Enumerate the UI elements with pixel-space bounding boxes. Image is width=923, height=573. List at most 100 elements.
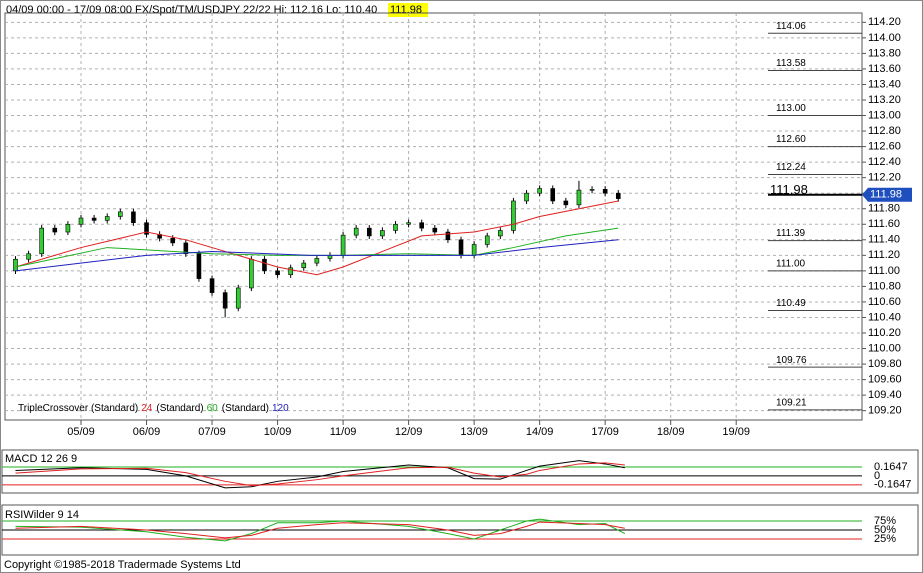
y-tick-label: 112.60 xyxy=(868,141,901,153)
y-tick-label: 110.20 xyxy=(868,327,901,339)
y-tick-label: 112.20 xyxy=(868,172,901,184)
candle-body xyxy=(498,230,503,237)
candle-body xyxy=(419,222,425,229)
x-tick-label: 18/09 xyxy=(657,426,685,438)
candle-body xyxy=(104,216,110,221)
x-tick-label: 17/09 xyxy=(591,426,619,438)
y-tick-label: 0.1647 xyxy=(874,461,908,473)
candle-body xyxy=(249,258,254,289)
candle-body xyxy=(589,189,595,191)
x-tick-label: 11/09 xyxy=(330,426,357,438)
y-tick-label: 110.60 xyxy=(868,296,901,308)
candle-body xyxy=(275,270,280,276)
y-tick-label: 25% xyxy=(874,533,896,545)
candle-body xyxy=(52,227,58,233)
x-tick-label: 19/09 xyxy=(722,426,750,438)
y-tick-label: 114.00 xyxy=(868,32,901,44)
moving-average xyxy=(15,227,619,268)
y-tick-label: 109.40 xyxy=(868,389,902,401)
price-level-label: 112.60 xyxy=(776,134,806,145)
legend-name: 60 xyxy=(207,403,219,414)
price-level-label: 110.49 xyxy=(776,298,806,309)
y-tick-label: 50% xyxy=(874,524,896,536)
y-tick-label: 111.00 xyxy=(868,265,900,277)
candle-body xyxy=(340,234,346,256)
legend: TripleCrossover (Standard) 24 (Standard) 60… xyxy=(18,403,289,414)
candle-body xyxy=(288,267,293,276)
candle-body xyxy=(26,253,31,260)
y-tick-label: 111.80 xyxy=(868,203,900,215)
candle-body xyxy=(118,211,123,217)
candle-body xyxy=(366,227,372,237)
candle-body xyxy=(563,200,569,206)
x-tick-label: 12/09 xyxy=(395,426,423,438)
x-tick-label: 13/09 xyxy=(460,426,488,438)
macd-panel xyxy=(1,449,919,494)
y-tick-label: 113.20 xyxy=(868,94,901,106)
price-level-label: 114.06 xyxy=(776,21,806,32)
last-price: 111.98 xyxy=(390,4,422,16)
moving-average xyxy=(15,200,619,276)
y-tick-label: 114.20 xyxy=(868,16,901,28)
candle-body xyxy=(576,189,582,206)
panel-title: MACD 12 26 9 xyxy=(5,453,77,465)
candle-body xyxy=(537,188,542,194)
candle-body xyxy=(301,262,307,269)
candle-body xyxy=(524,192,529,202)
x-tick-label: 06/09 xyxy=(133,426,161,438)
candle-body xyxy=(131,211,136,224)
y-tick-label: 111.60 xyxy=(868,218,900,230)
price-level-label: 112.24 xyxy=(776,162,806,173)
candle-body xyxy=(458,239,464,256)
candle-body xyxy=(471,244,477,256)
price-level-label: 111.00 xyxy=(776,259,806,270)
candle-body xyxy=(170,237,176,244)
y-tick-label: 109.20 xyxy=(868,405,902,417)
candle-body xyxy=(183,242,189,255)
y-tick-label: -0.1647 xyxy=(874,479,911,491)
y-tick-label: 0 xyxy=(874,470,880,482)
candle-body xyxy=(222,292,228,309)
y-tick-label: 112.40 xyxy=(868,156,901,168)
candle-body xyxy=(615,192,621,199)
legend-name: 120 xyxy=(272,403,289,414)
candle-body xyxy=(262,258,267,272)
candle-body xyxy=(314,258,320,264)
candle-body xyxy=(511,200,516,231)
price-level-label: 111.39 xyxy=(776,228,806,239)
y-tick-label: 110.80 xyxy=(868,280,901,292)
y-tick-label: 111.40 xyxy=(868,234,900,246)
candle-body xyxy=(432,227,438,233)
candle-body xyxy=(445,231,451,241)
candle-body xyxy=(484,235,490,245)
candle-body xyxy=(380,230,385,237)
candle-body xyxy=(602,189,608,194)
indicator-line xyxy=(15,462,625,487)
candle-body xyxy=(78,217,84,225)
candle-body xyxy=(39,227,44,255)
y-tick-label: 109.80 xyxy=(868,358,902,370)
candle-body xyxy=(406,222,411,225)
y-tick-label: 113.40 xyxy=(868,78,901,90)
legend-prefix: (Standard) xyxy=(156,403,203,414)
price-level-label: 113.58 xyxy=(776,58,806,69)
candle-body xyxy=(91,217,97,221)
header-text: 04/09 00:00 - 17/09 08:00 FX/Spot/TM/USD… xyxy=(6,4,377,16)
current-level-label: 111.98 xyxy=(770,182,808,197)
y-tick-label: 110.00 xyxy=(868,342,901,354)
y-tick-label: 110.40 xyxy=(868,311,901,323)
panel-title: RSIWilder 9 14 xyxy=(5,509,79,521)
y-tick-label: 113.60 xyxy=(868,63,901,75)
moving-average xyxy=(15,239,619,272)
main-panel xyxy=(4,12,863,421)
footer: Copyright ©1985-2018 Tradermade Systems … xyxy=(4,559,241,571)
current-price-tag xyxy=(862,187,912,202)
candle-body xyxy=(209,278,215,293)
indicator-line xyxy=(15,460,625,489)
candle-body xyxy=(144,222,149,235)
current-price-tag-label: 111.98 xyxy=(870,189,902,201)
candle-body xyxy=(235,287,241,309)
y-tick-label: 113.00 xyxy=(868,109,901,121)
x-tick-label: 07/09 xyxy=(198,426,226,438)
